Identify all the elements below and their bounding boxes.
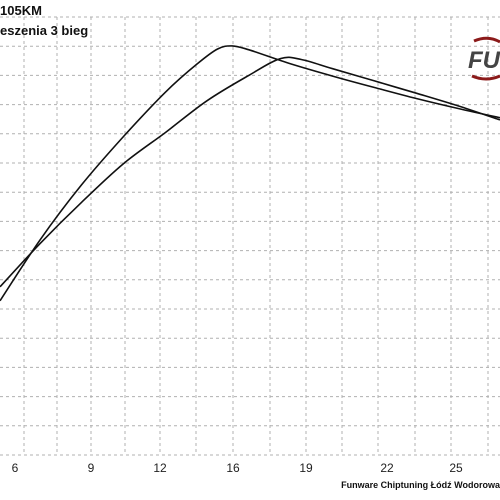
logo-swoosh-top [473, 36, 500, 44]
logo-swoosh-bottom [471, 74, 500, 81]
grid [0, 16, 500, 456]
x-tick-label: 25 [449, 461, 463, 475]
x-tick-label: 22 [380, 461, 394, 475]
brand-logo: FU [468, 36, 500, 81]
series-line-2 [0, 56, 500, 288]
x-tick-labels: 6 9 12 16 19 22 25 [12, 461, 463, 475]
x-tick-label: 19 [299, 461, 313, 475]
footer-text: Funware Chiptuning Łódź Wodorowa [341, 480, 500, 490]
x-tick-label: 6 [12, 461, 19, 475]
x-tick-label: 12 [153, 461, 167, 475]
x-tick-label: 9 [88, 461, 95, 475]
series-line-1 [0, 45, 500, 302]
x-tick-label: 16 [226, 461, 240, 475]
series-group [0, 45, 500, 302]
chart-title-line-1: 105KM [0, 3, 42, 18]
chart-title-line-2: eszenia 3 bieg [0, 23, 89, 38]
logo-text: FU [468, 47, 500, 74]
